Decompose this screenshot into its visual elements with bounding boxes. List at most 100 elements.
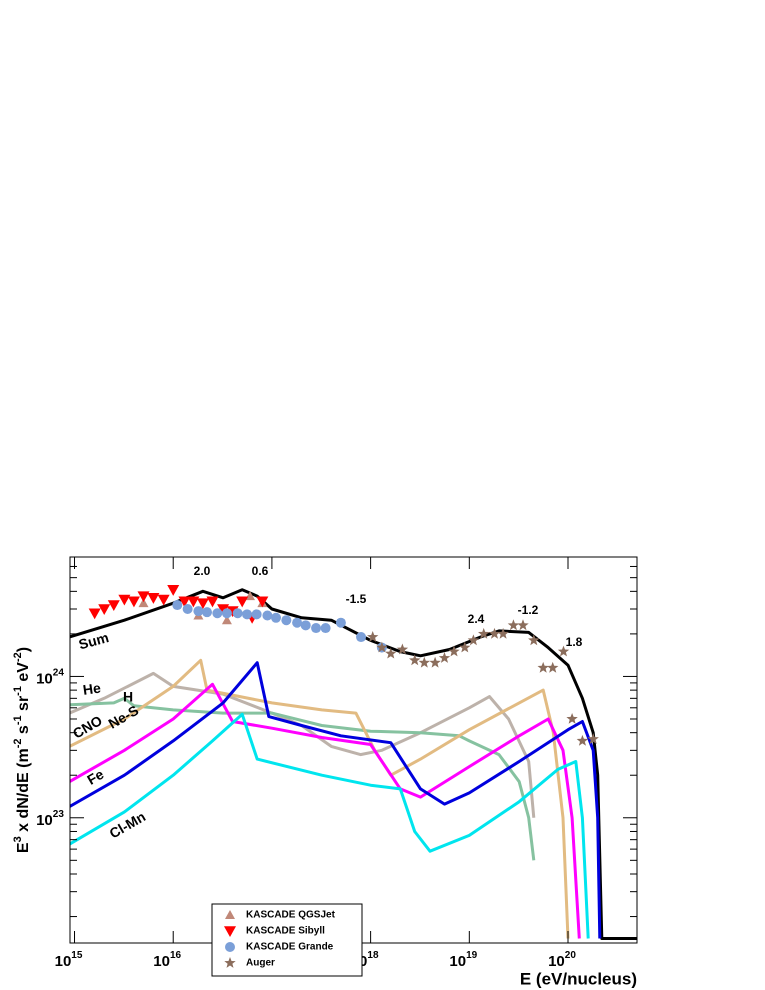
curves xyxy=(70,588,637,940)
y-axis-label-text: s xyxy=(15,725,32,738)
data-point xyxy=(537,661,549,673)
data-point xyxy=(221,608,232,619)
x-tick-label: 1019 xyxy=(449,950,477,970)
y-axis-label-text: sr xyxy=(15,696,32,716)
data-point xyxy=(224,926,236,937)
data-point xyxy=(182,604,193,615)
data-point xyxy=(409,654,421,666)
data-point xyxy=(488,627,501,639)
data-point xyxy=(256,596,269,608)
legend-box xyxy=(211,903,363,977)
data-point xyxy=(225,910,235,919)
y-axis-label-text: E xyxy=(15,842,32,853)
curve xyxy=(70,671,536,818)
data-point xyxy=(478,627,490,639)
y-tick-exponent: 24 xyxy=(53,667,65,678)
data-point xyxy=(178,596,191,608)
legend-label: KASCADE QGSJet xyxy=(246,910,336,921)
x-tick-base: 10 xyxy=(548,953,565,970)
curve-label: Sum xyxy=(77,629,110,652)
x-axis-label: E (eV/nucleus) xyxy=(520,969,637,988)
curve xyxy=(70,712,590,939)
curve-label: He xyxy=(82,680,102,698)
x-tick-label: 1020 xyxy=(548,950,576,970)
data-point xyxy=(127,596,140,608)
legend-label: KASCADE Sibyll xyxy=(246,926,325,937)
curve-label: Fe xyxy=(84,766,106,788)
data-point xyxy=(242,609,253,620)
data-point xyxy=(206,596,219,608)
data-point xyxy=(517,619,529,631)
data-point xyxy=(138,598,149,608)
data-point xyxy=(245,591,256,601)
curve-label: H xyxy=(123,689,133,705)
data-point xyxy=(566,713,578,724)
x-tick-exponent: 16 xyxy=(170,950,182,961)
data-point xyxy=(187,596,200,608)
data-point xyxy=(225,942,235,952)
data-point xyxy=(221,615,232,625)
data-point xyxy=(262,610,273,621)
y-tick-label: 1024 xyxy=(36,667,64,687)
x-tick-base: 10 xyxy=(449,953,466,970)
data-point xyxy=(418,656,430,668)
data-point xyxy=(448,645,460,657)
data-point xyxy=(438,652,451,663)
data-point xyxy=(193,606,204,617)
y-axis-label-superscript: 3 xyxy=(12,836,24,842)
data-point xyxy=(292,617,303,628)
x-tick-base: 10 xyxy=(153,953,170,970)
y-axis-label-superscript: -2 xyxy=(12,739,24,749)
data-point xyxy=(459,641,471,653)
data-point xyxy=(367,631,379,642)
data-point xyxy=(118,594,131,606)
data-point xyxy=(467,634,480,646)
data-point xyxy=(356,632,367,643)
x-tick-label: 1015 xyxy=(55,950,83,970)
data-point xyxy=(576,734,589,746)
data-point xyxy=(147,593,160,604)
data-point xyxy=(396,643,409,655)
data-point xyxy=(528,634,540,646)
data-point xyxy=(429,656,441,668)
annotation: 2.0 xyxy=(194,564,211,578)
data-point xyxy=(212,608,223,619)
data-point xyxy=(376,641,388,653)
data-point xyxy=(224,957,236,968)
data-point xyxy=(107,600,120,612)
data-point xyxy=(202,607,213,618)
curve xyxy=(70,661,602,939)
annotation: 1.8 xyxy=(566,635,583,649)
x-tick-exponent: 19 xyxy=(466,950,478,961)
data-point xyxy=(335,617,346,628)
data-point xyxy=(497,627,509,639)
y-axis-label-superscript: -1 xyxy=(12,686,24,696)
data-point xyxy=(236,596,249,608)
data-point xyxy=(172,600,183,611)
annotation: -1.2 xyxy=(518,603,539,617)
data-point xyxy=(300,620,311,631)
data-point xyxy=(271,612,282,623)
annotation: -1.5 xyxy=(346,592,367,606)
y-tick-base: 10 xyxy=(36,812,53,829)
x-tick-exponent: 18 xyxy=(367,950,379,961)
markers xyxy=(88,585,599,746)
data-point xyxy=(320,623,331,634)
y-axis-label-superscript: -2 xyxy=(12,652,24,662)
x-tick-base: 10 xyxy=(55,953,72,970)
data-point xyxy=(137,591,150,603)
data-point xyxy=(98,604,111,616)
annotation: 2.4 xyxy=(468,612,485,626)
y-tick-base: 10 xyxy=(36,670,53,687)
y-axis-label-superscript: -1 xyxy=(12,715,24,725)
data-point xyxy=(232,608,243,619)
data-point xyxy=(217,604,230,616)
data-point xyxy=(587,733,599,744)
y-tick-label: 1023 xyxy=(36,808,64,828)
y-axis-label: E3 x dN/dE (m-2 s-1 sr-1 eV-2) xyxy=(12,647,32,853)
data-point xyxy=(157,594,170,606)
curve xyxy=(70,588,637,940)
y-axis-label-text: x dN/dE (m xyxy=(15,748,32,836)
